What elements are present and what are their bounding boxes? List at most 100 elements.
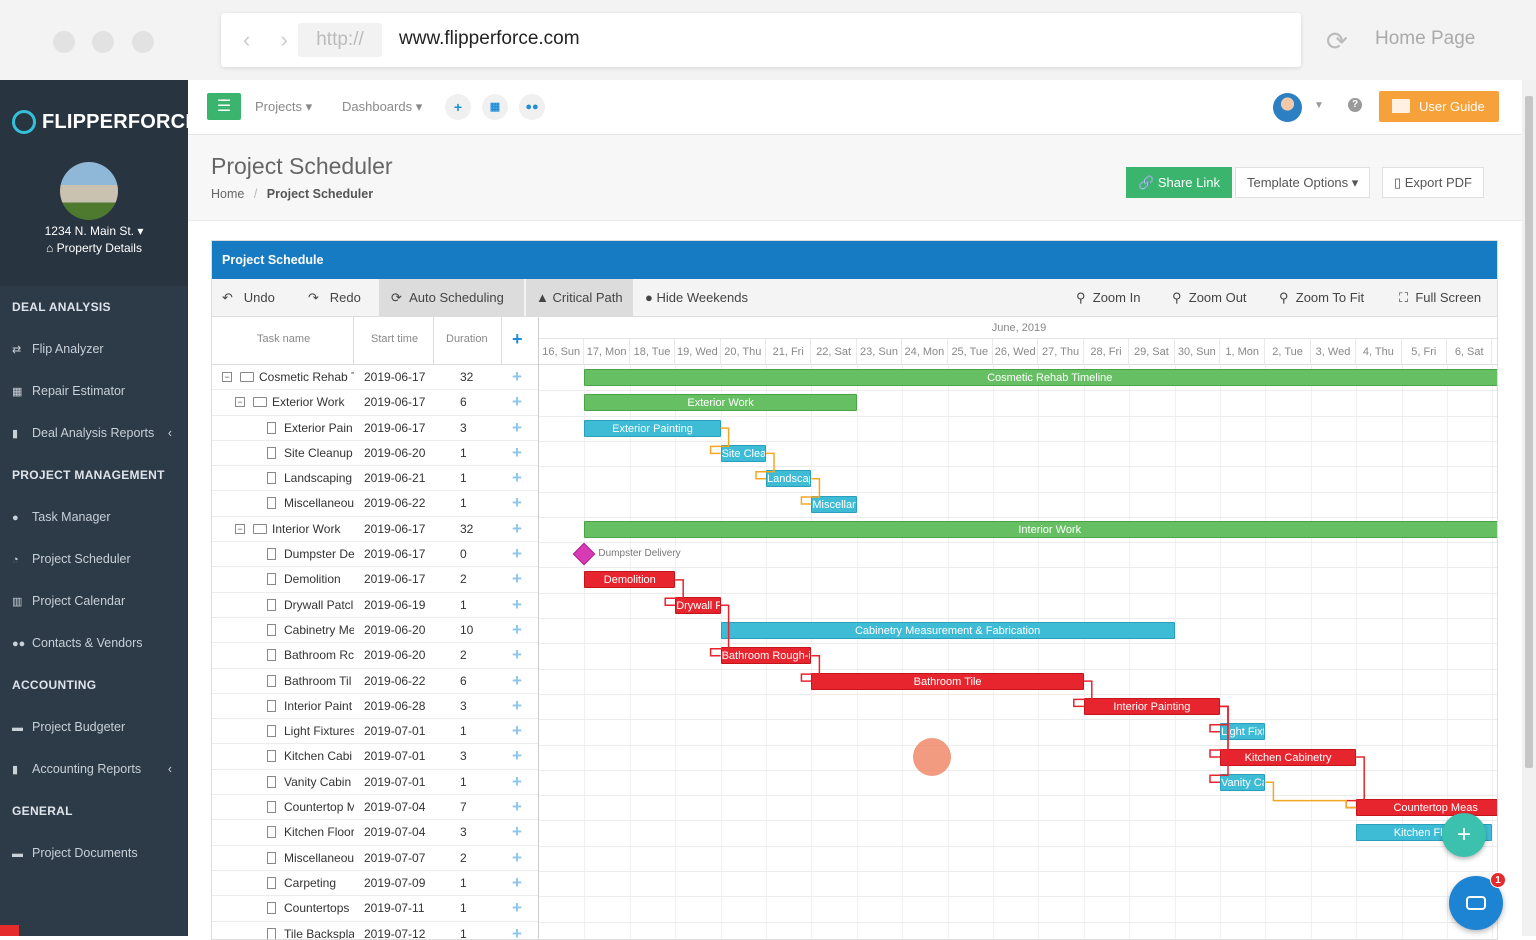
task-row[interactable]: Exterior Pain 2019-06-17 3 + xyxy=(212,416,538,441)
add-subtask-icon[interactable]: + xyxy=(512,619,522,639)
task-row[interactable]: Tile Backspla 2019-07-12 1 + xyxy=(212,922,538,940)
undo-button[interactable]: ↶ Undo xyxy=(222,290,275,305)
sidebar-item-accounting-reports[interactable]: ▮ Accounting Reports ‹ xyxy=(0,748,188,790)
collapse-icon[interactable]: − xyxy=(235,523,245,534)
task-row[interactable]: − Interior Work 2019-06-17 32 + xyxy=(212,517,538,543)
task-row[interactable]: Interior Paint 2019-06-28 3 + xyxy=(212,694,538,720)
add-task-icon[interactable]: + xyxy=(512,329,523,349)
template-options-button[interactable]: Template Options ▾ xyxy=(1235,167,1371,198)
gantt-bar[interactable]: Kitchen Cabinetry xyxy=(1220,748,1357,766)
dashboards-dropdown[interactable]: Dashboards ▾ xyxy=(342,99,423,114)
task-row[interactable]: Countertops 2019-07-11 1 + xyxy=(212,896,538,922)
add-subtask-icon[interactable]: + xyxy=(512,544,522,564)
add-subtask-icon[interactable]: + xyxy=(512,771,522,791)
task-row[interactable]: Bathroom Til 2019-06-22 6 + xyxy=(212,669,538,694)
add-subtask-icon[interactable]: + xyxy=(512,847,522,867)
add-subtask-icon[interactable]: + xyxy=(512,797,522,817)
add-subtask-icon[interactable]: + xyxy=(512,695,522,715)
sidebar-item-flip-analyzer[interactable]: ⇄ Flip Analyzer xyxy=(0,328,188,370)
chevron-down-icon[interactable]: ▼ xyxy=(1314,100,1324,111)
scrollbar-thumb[interactable] xyxy=(1525,96,1533,768)
add-subtask-icon[interactable]: + xyxy=(512,645,522,665)
export-pdf-button[interactable]: ▯ Export PDF xyxy=(1382,167,1484,198)
add-icon[interactable]: + xyxy=(445,94,471,120)
sidebar-item-repair-estimator[interactable]: ▦ Repair Estimator xyxy=(0,370,188,412)
gantt-bar[interactable]: Miscellar xyxy=(811,495,857,513)
user-guide-button[interactable]: User Guide xyxy=(1379,91,1499,122)
gantt-bar[interactable]: Cosmetic Rehab Timeline xyxy=(584,369,1497,386)
gantt-bar[interactable]: Drywall F xyxy=(675,596,721,614)
property-photo[interactable] xyxy=(60,162,118,220)
add-subtask-icon[interactable]: + xyxy=(512,367,522,386)
task-name-column-header[interactable]: Task name xyxy=(257,333,311,345)
sidebar-item-project-budgeter[interactable]: ▬ Project Budgeter xyxy=(0,706,188,748)
add-subtask-icon[interactable]: + xyxy=(512,898,522,918)
milestone-diamond[interactable] xyxy=(573,542,596,566)
gantt-bar[interactable]: Vanity Ca xyxy=(1220,773,1266,791)
task-row[interactable]: Countertop M 2019-07-04 7 + xyxy=(212,795,538,821)
gantt-bar[interactable]: Interior Work xyxy=(584,520,1497,538)
gantt-bar[interactable]: Bathroom Tile xyxy=(811,672,1084,690)
task-row[interactable]: Dumpster De 2019-06-17 0 + xyxy=(212,542,538,568)
add-subtask-icon[interactable]: + xyxy=(512,670,522,690)
task-row[interactable]: Kitchen Cabi 2019-07-01 3 + xyxy=(212,744,538,770)
task-row[interactable]: Demolition 2019-06-17 2 + xyxy=(212,567,538,593)
team-icon[interactable]: ●● xyxy=(519,94,545,120)
add-subtask-icon[interactable]: + xyxy=(512,923,522,940)
duration-column-header[interactable]: Duration xyxy=(446,333,488,345)
task-row[interactable]: Carpeting 2019-07-09 1 + xyxy=(212,871,538,897)
window-dot[interactable] xyxy=(53,31,75,53)
add-subtask-icon[interactable]: + xyxy=(512,872,522,892)
property-details-link[interactable]: ⌂ Property Details xyxy=(46,241,142,255)
gantt-bar[interactable]: Light Fixt xyxy=(1220,723,1266,741)
gantt-bar[interactable]: Countertop Meas xyxy=(1356,799,1497,817)
add-subtask-icon[interactable]: + xyxy=(512,468,522,488)
add-subtask-icon[interactable]: + xyxy=(512,493,522,513)
add-subtask-icon[interactable]: + xyxy=(512,822,522,842)
back-forward-icon[interactable]: ‹ › xyxy=(243,27,300,52)
help-icon[interactable]: ? xyxy=(1348,98,1362,112)
property-address[interactable]: 1234 N. Main St. ▾ xyxy=(44,224,144,238)
add-subtask-icon[interactable]: + xyxy=(512,594,522,614)
gantt-bar[interactable]: Landscap xyxy=(766,470,812,488)
task-row[interactable]: Cabinetry Me 2019-06-20 10 + xyxy=(212,618,538,644)
gantt-bar[interactable]: Demolition xyxy=(584,571,676,589)
sidebar-item-deal-analysis-reports[interactable]: ▮ Deal Analysis Reports ‹ xyxy=(0,412,188,454)
share-link-button[interactable]: 🔗 Share Link xyxy=(1126,167,1232,198)
address-bar[interactable]: ‹ › http:// www.flipperforce.com xyxy=(221,13,1301,67)
add-floating-button[interactable]: + xyxy=(1442,813,1486,857)
zoom-in-button[interactable]: ⚲ Zoom In xyxy=(1076,290,1141,305)
task-row[interactable]: − Cosmetic Rehab T 2019-06-17 32 + xyxy=(212,365,538,391)
collapse-icon[interactable]: − xyxy=(235,397,245,408)
projects-dropdown[interactable]: Projects ▾ xyxy=(255,99,313,114)
gantt-bar[interactable]: Site Clea xyxy=(720,444,766,462)
window-dot[interactable] xyxy=(92,31,114,53)
task-row[interactable]: Light Fixtures 2019-07-01 1 + xyxy=(212,719,538,745)
gantt-bar[interactable]: Exterior Painting xyxy=(584,419,721,437)
task-row[interactable]: Bathroom Rc 2019-06-20 2 + xyxy=(212,643,538,669)
reload-icon[interactable]: ⟳ xyxy=(1326,26,1348,56)
sidebar-item-project-scheduler[interactable]: ◔ Project Scheduler xyxy=(0,538,188,580)
url-text[interactable]: www.flipperforce.com xyxy=(399,28,580,49)
task-row[interactable]: Landscaping 2019-06-21 1 + xyxy=(212,466,538,492)
auto-scheduling-button[interactable]: ⟳ Auto Scheduling xyxy=(379,279,524,316)
add-subtask-icon[interactable]: + xyxy=(512,442,522,462)
add-subtask-icon[interactable]: + xyxy=(512,569,522,589)
sidebar-item-project-calendar[interactable]: ▥ Project Calendar xyxy=(0,580,188,622)
user-avatar[interactable] xyxy=(1273,93,1302,122)
hide-weekends-button[interactable]: ● Hide Weekends xyxy=(645,290,749,305)
task-row[interactable]: Vanity Cabin 2019-07-01 1 + xyxy=(212,770,538,796)
zoom-out-button[interactable]: ⚲ Zoom Out xyxy=(1172,290,1247,305)
menu-toggle-button[interactable]: ☰ xyxy=(207,93,241,120)
full-screen-button[interactable]: ⛶ Full Screen xyxy=(1399,290,1482,305)
calendar-icon[interactable]: ▦ xyxy=(482,94,508,120)
add-subtask-icon[interactable]: + xyxy=(512,417,522,437)
sidebar-item-task-manager[interactable]: ● Task Manager xyxy=(0,496,188,538)
critical-path-button[interactable]: ▲ Critical Path xyxy=(526,279,633,316)
gantt-bar[interactable]: Interior Painting xyxy=(1083,697,1220,715)
add-subtask-icon[interactable]: + xyxy=(512,392,522,412)
add-subtask-icon[interactable]: + xyxy=(512,518,522,538)
sidebar-item-project-documents[interactable]: ▬ Project Documents xyxy=(0,832,188,874)
task-row[interactable]: Miscellaneou 2019-07-07 2 + xyxy=(212,846,538,871)
collapse-icon[interactable]: − xyxy=(222,372,232,382)
